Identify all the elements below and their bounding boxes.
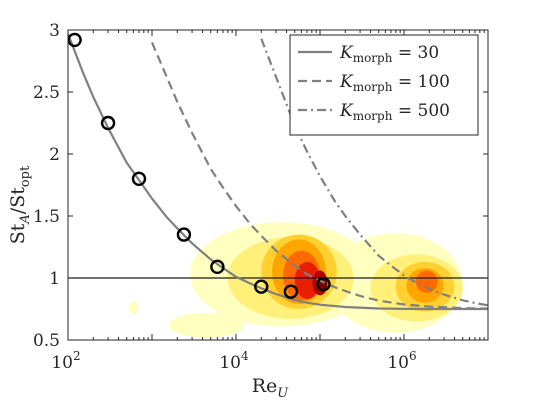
series-line-k500 [260, 38, 488, 307]
y-tick-label: 2.5 [33, 83, 60, 103]
y-tick-label: 0.5 [33, 331, 60, 351]
legend-label-k100: Kmorph = 100 [339, 72, 450, 94]
x-tick-label: 104 [219, 349, 249, 373]
contour-region-level4-right [415, 270, 438, 293]
y-tick-label: 1 [49, 269, 60, 289]
legend-label-k500: Kmorph = 500 [339, 101, 450, 123]
y-tick-label: 1.5 [33, 207, 60, 227]
data-marker [254, 279, 269, 294]
data-marker [100, 115, 116, 131]
y-axis-label-part2: /St [7, 187, 29, 214]
x-tick-label: 102 [51, 349, 80, 373]
legend: Kmorph = 30 Kmorph = 100 Kmorph = 500 [289, 34, 479, 136]
y-axis-label-sub1: A [18, 214, 33, 224]
data-marker [283, 284, 299, 299]
data-markers [67, 32, 331, 299]
series-line-k100 [150, 41, 488, 310]
x-axis-label-main: Re [252, 375, 278, 397]
axis-ticks: 0.5 1 1.5 2 2.5 3 102 104 106 [33, 21, 489, 373]
y-tick-label: 3 [49, 21, 60, 41]
y-tick-label: 2 [49, 145, 60, 165]
data-marker [176, 227, 192, 242]
data-marker [131, 171, 147, 187]
data-marker [210, 259, 225, 275]
data-marker [316, 277, 331, 292]
x-tick-label: 106 [387, 349, 416, 373]
contour-region-small-left [128, 301, 139, 314]
legend-label-k30: Kmorph = 30 [339, 43, 439, 65]
contour-region-outer-low [168, 312, 245, 338]
x-axis-label-sub: U [277, 386, 289, 401]
axes-frame [67, 29, 489, 341]
model-curves [68, 33, 488, 311]
x-axis-label: ReU [252, 375, 290, 401]
series-line-k30 [68, 33, 488, 311]
y-axis-label: StA/Stopt [7, 165, 33, 244]
y-axis-label-sub2: opt [18, 165, 33, 187]
y-axis-label-part1: St [7, 223, 29, 244]
data-marker [67, 32, 82, 48]
